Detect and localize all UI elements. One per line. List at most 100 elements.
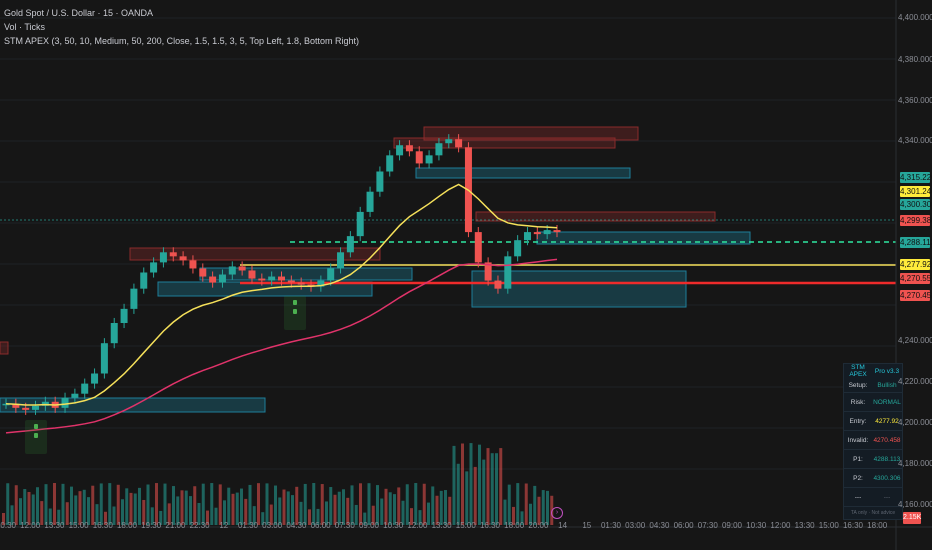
apex-row-key: Risk: [850, 398, 866, 406]
candle-body [218, 274, 226, 283]
volume-bar [269, 504, 273, 525]
volume-bar [439, 490, 443, 525]
volume-bar [223, 500, 226, 525]
volume-bar [546, 490, 549, 525]
apex-version: Pro v3.3 [874, 367, 900, 375]
volume-bar [291, 495, 294, 525]
candle-body [405, 145, 413, 152]
volume-bar [393, 494, 396, 525]
time-axis-label: 06:00 [310, 521, 331, 530]
price-tag: 4,315.220 [900, 172, 932, 183]
candle-body [61, 397, 69, 408]
volume-bar [380, 498, 384, 525]
volume-bar [184, 490, 188, 525]
candle-body [415, 151, 423, 164]
volume-bar [244, 498, 248, 525]
volume-bar [456, 463, 460, 525]
volume-bar [40, 501, 44, 525]
volume-bar [359, 483, 362, 525]
apex-row: Entry: 4277.92 [844, 411, 902, 430]
volume-bar [444, 490, 447, 525]
volume-bar [452, 445, 456, 525]
volume-bar [371, 505, 375, 525]
time-axis-label: 10:30 [383, 521, 404, 530]
candle-body [523, 232, 531, 241]
volume-bar [235, 492, 239, 525]
volume-bar [167, 503, 171, 525]
volume-bar [121, 499, 124, 525]
candle-body [110, 323, 118, 344]
volume-bar [159, 510, 163, 525]
volume-bar [537, 496, 541, 525]
volume-bar [295, 486, 299, 525]
volume-bar [329, 487, 333, 525]
candle-body [337, 252, 345, 269]
candle-body [287, 280, 295, 283]
candle-body [12, 403, 20, 408]
volume-bar [116, 484, 120, 525]
volume-bar [486, 448, 490, 525]
volume-bar [265, 483, 269, 525]
candle-body [514, 240, 522, 257]
time-axis-label: 18:00 [116, 521, 138, 530]
volume-bar [541, 490, 545, 525]
candle-body [248, 270, 256, 279]
candle-body [297, 282, 305, 285]
time-axis-label: 22:30 [189, 521, 210, 530]
volume-bar [299, 501, 303, 525]
volume-bar [414, 483, 418, 525]
volume-bar [418, 510, 422, 525]
legend-symbol[interactable]: Gold Spot / U.S. Dollar · 15 · OANDA [4, 8, 154, 18]
volume-bar [512, 506, 515, 525]
candle-body [455, 139, 463, 148]
chart-legend: Gold Spot / U.S. Dollar · 15 · OANDA Vol… [4, 6, 359, 48]
candle-body [366, 191, 374, 212]
legend-volume[interactable]: Vol · Ticks [4, 22, 46, 32]
candle-body [199, 268, 207, 277]
volume-bar [61, 483, 65, 525]
volume-bar [503, 499, 507, 525]
go-to-realtime-icon[interactable]: › [551, 507, 563, 519]
volume-bar [384, 488, 388, 525]
price-axis-label: 4,380.000 [898, 55, 932, 64]
candle-body [228, 266, 236, 275]
legend-indicator[interactable]: STM APEX (3, 50, 10, Medium, 50, 200, Cl… [4, 36, 360, 46]
candle-body [317, 280, 325, 287]
time-axis-label: 19:30 [141, 521, 162, 530]
candle-body [435, 143, 443, 156]
price-axis-label: 4,160.000 [898, 500, 932, 509]
volume-bar [150, 507, 154, 525]
volume-bar [163, 483, 167, 525]
volume-bar [70, 486, 73, 525]
candle-body [238, 266, 246, 271]
apex-row-key: Invalid: [847, 436, 869, 444]
price-tag: 4,270.458 [900, 290, 932, 301]
volume-bar [516, 483, 520, 525]
volume-bar [333, 494, 337, 525]
time-axis-label: 16:30 [479, 521, 501, 530]
volume-bar [91, 485, 95, 525]
volume-bar [495, 453, 498, 525]
volume-bar [23, 489, 27, 525]
signal-icon [25, 420, 47, 454]
candle-body [356, 211, 364, 237]
volume-bar [193, 486, 197, 525]
candle-body [71, 393, 79, 398]
volume-bar [278, 497, 282, 525]
volume-bar [44, 484, 48, 525]
price-axis-label: 4,180.000 [898, 459, 932, 468]
time-axis-label: 10:30 [0, 521, 17, 530]
volume-bar [201, 483, 205, 525]
volume-bar [320, 484, 324, 525]
apex-row-key: --- [854, 493, 862, 501]
volume-bar [342, 489, 345, 525]
candle-body [169, 252, 177, 257]
volume-bar [303, 483, 307, 525]
price-axis-label: 4,340.000 [898, 136, 932, 145]
candle-body [258, 278, 266, 281]
candle-body [445, 139, 453, 144]
apex-row-key: Setup: [848, 381, 868, 389]
apex-row-value: NORMAL [873, 398, 901, 406]
volume-bar [36, 487, 39, 525]
